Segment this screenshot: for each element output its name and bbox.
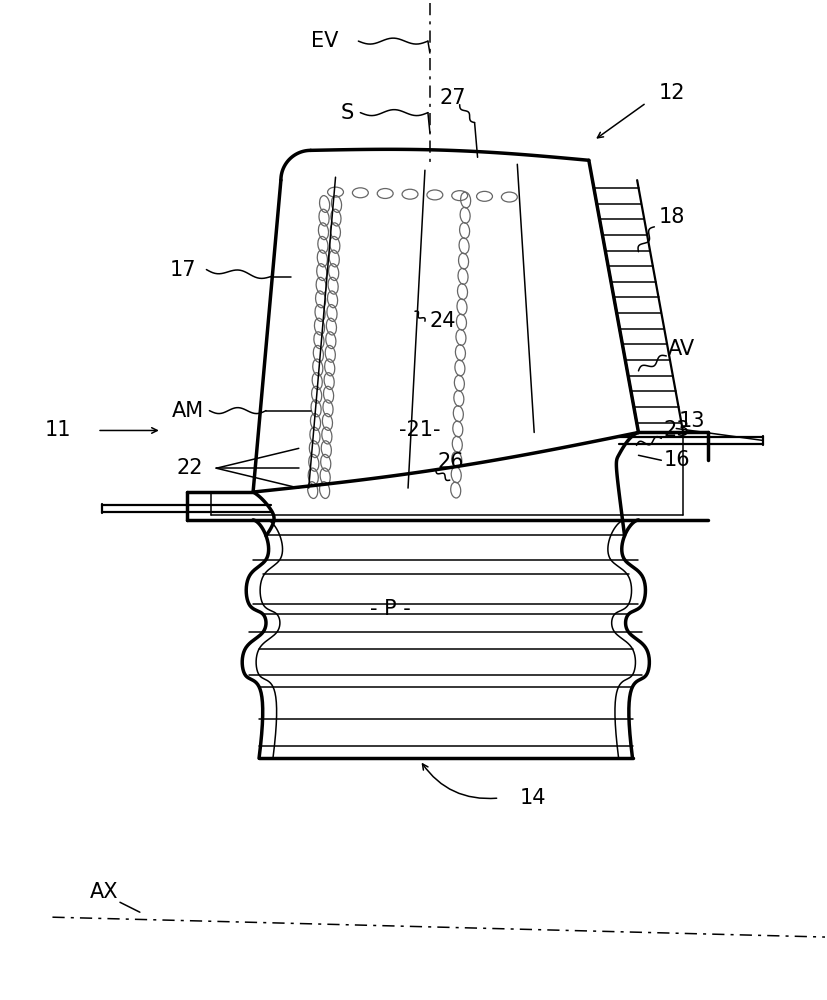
Text: -21-: -21- xyxy=(399,420,440,440)
Text: 17: 17 xyxy=(170,260,196,280)
Text: 16: 16 xyxy=(662,450,689,470)
Text: 14: 14 xyxy=(519,788,545,808)
Text: 11: 11 xyxy=(45,420,71,440)
Text: 12: 12 xyxy=(657,83,684,103)
Text: AX: AX xyxy=(90,882,118,902)
Text: AM: AM xyxy=(171,401,203,421)
Text: S: S xyxy=(340,103,353,123)
Text: 26: 26 xyxy=(437,452,464,472)
Text: 13: 13 xyxy=(677,411,704,431)
Text: 22: 22 xyxy=(176,458,203,478)
Text: 24: 24 xyxy=(429,311,456,331)
Text: AV: AV xyxy=(667,339,695,359)
Text: - P -: - P - xyxy=(370,599,410,619)
Text: EV: EV xyxy=(310,31,337,51)
Text: 18: 18 xyxy=(657,207,684,227)
Text: 27: 27 xyxy=(439,88,466,108)
Text: 23: 23 xyxy=(662,420,689,440)
